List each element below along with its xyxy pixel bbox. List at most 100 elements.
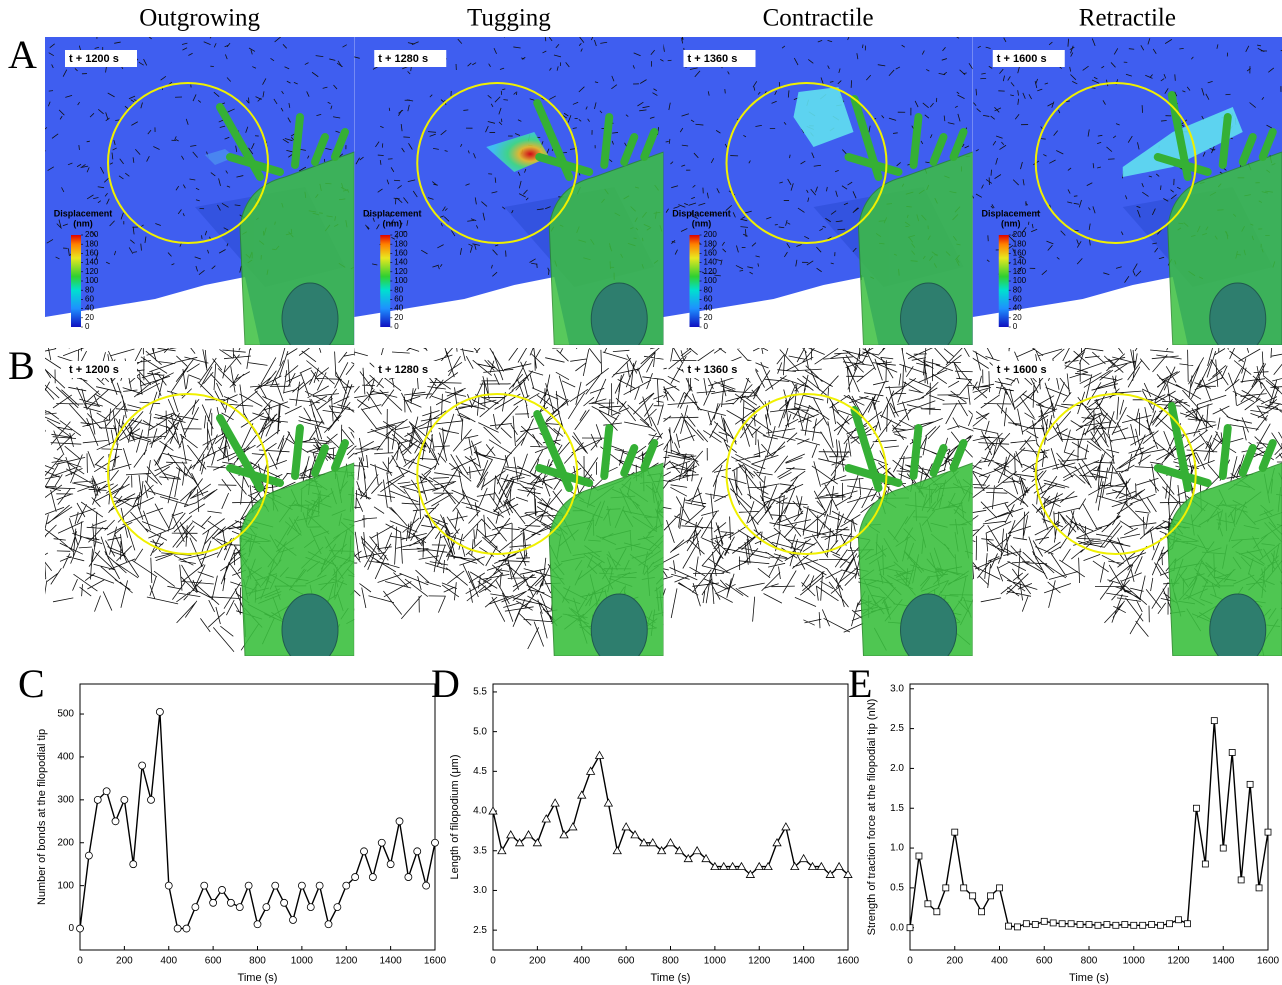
displacement-arrow: [401, 147, 405, 153]
displacement-arrow: [86, 167, 90, 173]
filopodium: [1238, 133, 1257, 166]
displacement-arrow: [1106, 146, 1113, 152]
displacement-arrow: [1001, 141, 1005, 146]
displacement-arrow: [97, 109, 104, 115]
displacement-arrow: [207, 249, 209, 254]
displacement-arrow: [498, 121, 503, 126]
displacement-arrow: [771, 100, 777, 104]
displacement-arrow: [1154, 247, 1159, 253]
displacement-arrow: [1048, 41, 1053, 46]
displacement-arrow: [393, 179, 401, 182]
displacement-arrow: [306, 91, 310, 97]
colorbar-tick-label: 200: [704, 230, 718, 239]
displacement-arrow: [693, 152, 699, 159]
displacement-arrow: [487, 121, 496, 124]
displacement-arrow: [1017, 90, 1019, 96]
displacement-arrow: [743, 134, 747, 138]
marker: [1031, 921, 1039, 928]
displacement-arrow: [286, 149, 294, 153]
y-axis-label: Strength of traction force at the filopo…: [866, 699, 878, 936]
colorbar: [380, 235, 391, 327]
timestamp: t + 1360 s: [688, 53, 738, 65]
displacement-arrow: [221, 202, 229, 208]
displacement-arrow: [472, 243, 480, 246]
displacement-arrow: [529, 98, 535, 101]
displacement-arrow: [171, 263, 175, 266]
timestamp-box: [992, 361, 1065, 378]
displacement-arrow: [1135, 270, 1142, 277]
y-tick-label: 5.5: [473, 687, 487, 698]
displacement-arrow: [1067, 167, 1072, 171]
displacement-arrow: [678, 204, 686, 208]
displacement-arrow: [1163, 73, 1167, 79]
displacement-arrow: [132, 251, 138, 253]
marker: [987, 892, 994, 900]
displacement-arrow: [625, 114, 629, 117]
displacement-arrow: [288, 103, 291, 108]
displacement-arrow: [847, 181, 853, 186]
displacement-arrow: [463, 109, 469, 111]
filopodium: [909, 113, 923, 169]
filopodium: [331, 128, 349, 161]
displacement-arrow: [325, 148, 332, 151]
marker: [111, 817, 120, 826]
displacement-arrow: [131, 121, 138, 126]
marker: [960, 884, 968, 892]
displacement-arrow: [427, 197, 434, 200]
displacement-arrow: [160, 75, 167, 81]
y-tick-label: 2.5: [473, 925, 487, 936]
marker: [280, 898, 289, 907]
displacement-arrow: [1137, 209, 1141, 218]
marker: [395, 817, 404, 826]
displacement-arrow: [1017, 65, 1021, 74]
marker: [674, 845, 685, 855]
colorbar-tick-label: 40: [85, 304, 94, 313]
colorbar-tick-label: 20: [704, 313, 713, 322]
displacement-arrow: [67, 162, 73, 166]
timestamp: t + 1280 s: [378, 364, 428, 376]
nucleus: [590, 282, 648, 345]
displacement-arrow: [513, 46, 521, 49]
displacement-arrow: [499, 67, 505, 70]
y-tick-label: 1.5: [890, 803, 904, 814]
displacement-arrow: [1102, 100, 1106, 105]
displacement-arrow: [514, 133, 521, 136]
filopodium: [1238, 444, 1257, 477]
marker: [1005, 922, 1012, 930]
displacement-arrow: [1065, 100, 1070, 103]
displacement-arrow: [400, 124, 403, 132]
displacement-arrow: [338, 153, 344, 158]
colorbar-tick-label: 160: [85, 249, 99, 258]
marker: [102, 787, 111, 796]
displacement-arrow: [437, 266, 440, 270]
marker: [727, 861, 738, 871]
displacement-arrow: [1133, 263, 1138, 271]
displacement-arrow: [1158, 256, 1165, 260]
displacement-arrow: [973, 102, 977, 107]
filopodium: [311, 133, 329, 166]
y-tick-label: 200: [57, 837, 74, 848]
marker: [1246, 780, 1254, 788]
displacement-arrow: [930, 134, 933, 139]
colorbar-title: Displacement: [54, 208, 113, 218]
displacement-arrow: [1179, 47, 1184, 50]
displacement-arrow: [76, 163, 82, 168]
displacement-arrow: [815, 186, 818, 193]
marker: [84, 851, 93, 860]
displacement-arrow: [437, 244, 444, 249]
displacement-arrow: [432, 148, 439, 150]
displacement-arrow: [531, 262, 538, 265]
marker: [577, 790, 587, 799]
displacement-arrow: [467, 62, 472, 67]
colorbar-tick-label: 20: [85, 313, 94, 322]
displacement-arrow: [981, 184, 984, 189]
displacement-arrow: [97, 186, 105, 189]
displacement-arrow: [1245, 45, 1250, 52]
displacement-arrow: [784, 251, 788, 258]
displacement-arrow: [282, 44, 287, 49]
displacement-arrow: [968, 62, 973, 70]
displacement-arrow: [109, 220, 115, 227]
displacement-arrow: [806, 260, 814, 266]
marker: [790, 861, 800, 871]
marker: [1193, 804, 1200, 812]
